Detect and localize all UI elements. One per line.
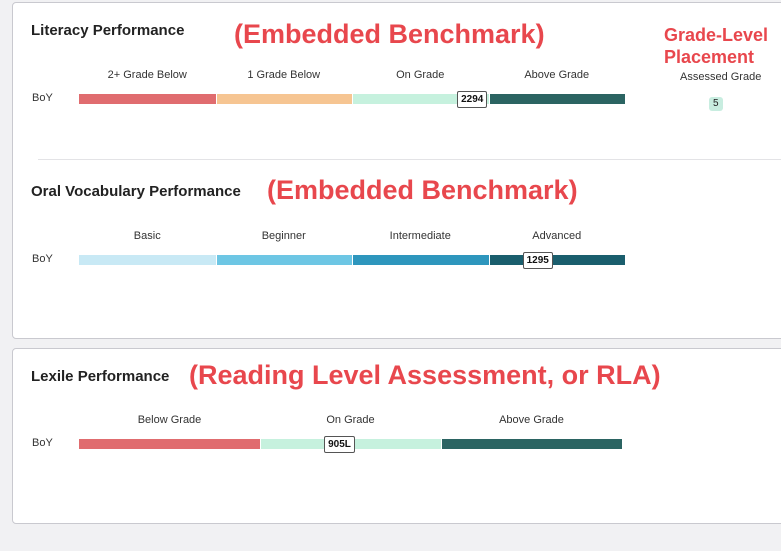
assessed-grade-badge: 5 bbox=[709, 97, 723, 111]
lexile-bar-segment bbox=[442, 439, 622, 449]
grade-level-overlay-line1: Grade-Level bbox=[664, 25, 769, 45]
oral-vocabulary-overlay-annotation: (Embedded Benchmark) bbox=[267, 175, 578, 205]
oral_vocabulary-bar-segment bbox=[216, 255, 352, 265]
oral_vocabulary-bar-segment bbox=[489, 255, 625, 265]
grade-level-overlay-line2: Placement bbox=[664, 47, 755, 67]
literacy-bar-segment bbox=[489, 94, 625, 104]
lexile-title: Lexile Performance bbox=[31, 368, 170, 385]
oral_vocabulary-category-label: Advanced bbox=[532, 230, 582, 242]
literacy-category-label: 2+ Grade Below bbox=[107, 69, 187, 81]
literacy-category-label: On Grade bbox=[396, 69, 445, 81]
lexile-overlay-annotation: (Reading Level Assessment, or RLA) bbox=[189, 360, 661, 390]
lexile-score-marker: 905L bbox=[324, 436, 355, 453]
literacy-row-label: BoY bbox=[32, 92, 53, 104]
oral_vocabulary-row-label: BoY bbox=[32, 253, 53, 265]
oral_vocabulary-bar-segment bbox=[353, 255, 489, 265]
lexile-row-label: BoY bbox=[32, 437, 53, 449]
literacy-score-marker: 2294 bbox=[457, 91, 488, 108]
literacy-bar-segment bbox=[353, 94, 489, 104]
oral_vocabulary-score-marker: 1295 bbox=[522, 252, 553, 269]
oral-vocabulary-title: Oral Vocabulary Performance bbox=[31, 183, 241, 200]
oral_vocabulary-bar-segment bbox=[79, 255, 216, 265]
lexile-bar-segment bbox=[79, 439, 260, 449]
lexile-card: Lexile Performance (Reading Level Assess… bbox=[12, 348, 781, 524]
lexile-category-label: On Grade bbox=[326, 414, 375, 426]
literacy-bar-segment bbox=[216, 94, 352, 104]
benchmark-card: Literacy Performance (Embedded Benchmark… bbox=[12, 2, 781, 339]
literacy-bar-segment bbox=[79, 94, 216, 104]
lexile-category-label: Below Grade bbox=[137, 414, 202, 426]
literacy-title: Literacy Performance bbox=[31, 22, 185, 39]
lexile-category-label: Above Grade bbox=[499, 414, 564, 426]
oral_vocabulary-category-label: Intermediate bbox=[389, 230, 451, 242]
assessed-grade-label: Assessed Grade bbox=[680, 71, 762, 83]
oral_vocabulary-category-label: Basic bbox=[133, 230, 161, 242]
literacy-category-label: Above Grade bbox=[524, 69, 590, 81]
literacy-category-label: 1 Grade Below bbox=[247, 69, 321, 81]
literacy-overlay-annotation: (Embedded Benchmark) bbox=[234, 19, 545, 49]
oral_vocabulary-category-label: Beginner bbox=[261, 230, 306, 242]
section-divider bbox=[38, 159, 781, 160]
